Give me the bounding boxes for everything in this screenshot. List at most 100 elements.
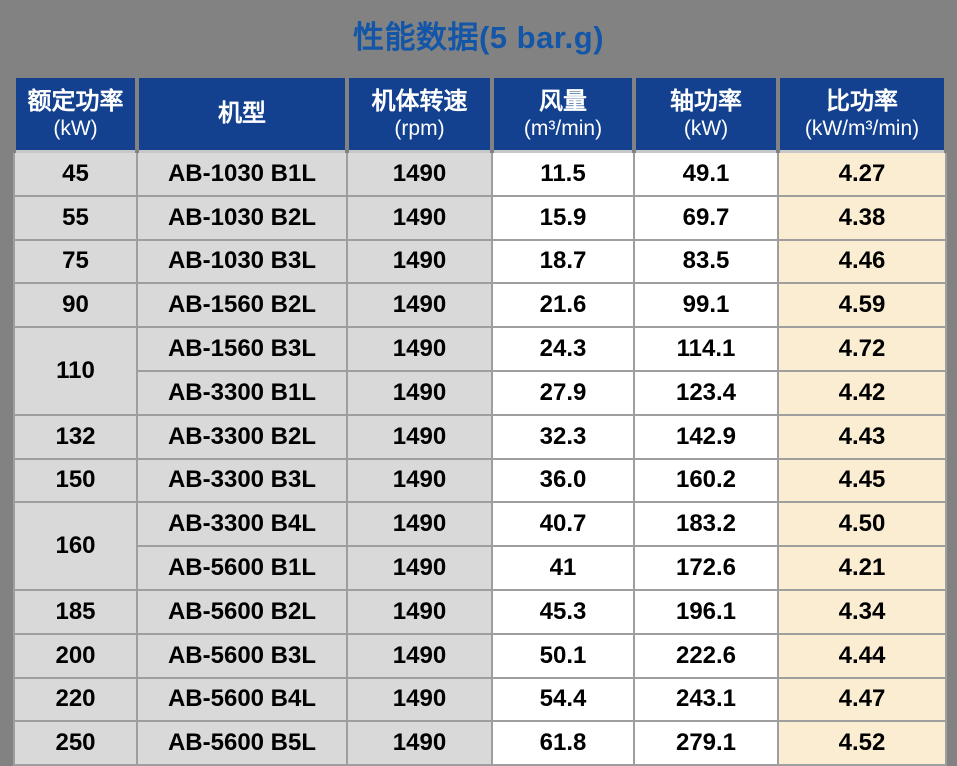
header-shaft-power-unit: (kW) <box>683 116 729 140</box>
header-flow-unit: (m³/min) <box>523 116 603 140</box>
table-row: AB-5600 B1L 1490 41 172.6 4.21 <box>14 545 947 591</box>
cell-flow: 11.5 <box>491 150 635 197</box>
cell-flow: 61.8 <box>491 720 635 766</box>
table-row: 90 AB-1560 B2L 1490 21.6 99.1 4.59 <box>13 282 947 329</box>
cell-rated-power: 132 <box>13 413 138 460</box>
cell-shaft-power: 222.6 <box>633 632 779 679</box>
performance-table: 额定功率 (kW) 机型 机体转速 (rpm) 风量 (m³/min) 轴功率 … <box>12 74 948 766</box>
cell-speed: 1490 <box>346 457 493 504</box>
cell-flow: 27.9 <box>491 369 635 416</box>
cell-model: AB-5600 B4L <box>136 676 348 723</box>
cell-speed: 1490 <box>346 720 493 766</box>
table-row: 110 AB-1560 B3L 1490 24.3 114.1 4.72 <box>13 326 947 416</box>
table-row: 250 AB-5600 B5L 1490 61.8 279.1 4.52 <box>13 720 947 766</box>
cell-specific-power: 4.50 <box>777 501 947 548</box>
cell-specific-power: 4.59 <box>777 282 947 329</box>
cell-rated-power: 185 <box>13 588 138 635</box>
cell-rated-power: 45 <box>13 150 138 197</box>
header-flow: 风量 (m³/min) <box>490 74 636 153</box>
header-flow-label: 风量 <box>539 88 587 116</box>
cell-shaft-power: 196.1 <box>633 588 779 635</box>
cell-rated-power: 160 <box>13 501 138 591</box>
cell-shaft-power: 123.4 <box>633 369 779 416</box>
cell-speed: 1490 <box>346 238 493 285</box>
cell-specific-power: 4.42 <box>777 369 947 416</box>
cell-specific-power: 4.72 <box>777 326 947 372</box>
cell-speed: 1490 <box>346 369 493 416</box>
cell-flow: 50.1 <box>491 632 635 679</box>
cell-model: AB-5600 B2L <box>136 588 348 635</box>
cell-speed: 1490 <box>346 501 493 548</box>
cell-rated-power: 150 <box>13 457 138 504</box>
cell-specific-power: 4.21 <box>777 545 947 591</box>
cell-model: AB-3300 B4L <box>136 501 348 548</box>
header-shaft-power-label: 轴功率 <box>670 88 742 116</box>
cell-rated-power: 110 <box>13 326 138 416</box>
cell-specific-power: 4.52 <box>777 720 947 766</box>
cell-model: AB-5600 B5L <box>136 720 348 766</box>
cell-model: AB-1030 B3L <box>136 238 348 285</box>
cell-model: AB-1030 B2L <box>136 194 348 241</box>
cell-speed: 1490 <box>346 326 493 372</box>
cell-flow: 32.3 <box>491 413 635 460</box>
cell-flow: 41 <box>491 545 635 591</box>
cell-model: AB-5600 B3L <box>136 632 348 679</box>
cell-specific-power: 4.43 <box>777 413 947 460</box>
cell-specific-power: 4.47 <box>777 676 947 723</box>
cell-shaft-power: 99.1 <box>633 282 779 329</box>
table-row: 55 AB-1030 B2L 1490 15.9 69.7 4.38 <box>13 194 947 241</box>
table-row: 75 AB-1030 B3L 1490 18.7 83.5 4.46 <box>13 238 947 285</box>
cell-flow: 40.7 <box>491 501 635 548</box>
table-body: 45 AB-1030 B1L 1490 11.5 49.1 4.27 55 AB-1030 B… <box>13 150 947 766</box>
table-row: 200 AB-5600 B3L 1490 50.1 222.6 4.44 <box>13 632 947 679</box>
header-speed-label: 机体转速 <box>371 88 468 116</box>
cell-model: AB-5600 B1L <box>136 545 348 591</box>
header-rated-power: 额定功率 (kW) <box>12 74 139 153</box>
header-specific-power-unit: (kW/m³/min) <box>804 116 920 140</box>
cell-model: AB-1560 B2L <box>136 282 348 329</box>
cell-flow: 45.3 <box>491 588 635 635</box>
cell-shaft-power: 69.7 <box>633 194 779 241</box>
table-row: 185 AB-5600 B2L 1490 45.3 196.1 4.34 <box>13 588 947 635</box>
table-row: 160 AB-3300 B4L 1490 40.7 183.2 4.50 <box>13 501 947 591</box>
cell-shaft-power: 183.2 <box>633 501 779 548</box>
table-header-row: 额定功率 (kW) 机型 机体转速 (rpm) 风量 (m³/min) 轴功率 … <box>12 74 948 153</box>
cell-speed: 1490 <box>346 413 493 460</box>
cell-flow: 21.6 <box>491 282 635 329</box>
table-row: 220 AB-5600 B4L 1490 54.4 243.1 4.47 <box>13 676 947 723</box>
cell-speed: 1490 <box>346 676 493 723</box>
cell-speed: 1490 <box>346 150 493 197</box>
cell-shaft-power: 49.1 <box>633 150 779 197</box>
cell-shaft-power: 160.2 <box>633 457 779 504</box>
header-speed-unit: (rpm) <box>394 116 445 140</box>
cell-model: AB-1560 B3L <box>136 326 348 372</box>
header-model-label: 机型 <box>218 99 266 127</box>
header-model: 机型 <box>135 74 349 153</box>
header-specific-power: 比功率 (kW/m³/min) <box>776 74 948 153</box>
cell-flow: 36.0 <box>491 457 635 504</box>
cell-speed: 1490 <box>346 632 493 679</box>
table-row: 132 AB-3300 B2L 1490 32.3 142.9 4.43 <box>13 413 947 460</box>
cell-model: AB-1030 B1L <box>136 150 348 197</box>
table-row: 45 AB-1030 B1L 1490 11.5 49.1 4.27 <box>13 150 947 197</box>
cell-specific-power: 4.38 <box>777 194 947 241</box>
table-row: 150 AB-3300 B3L 1490 36.0 160.2 4.45 <box>13 457 947 504</box>
page-title: 性能数据(5 bar.g) <box>352 20 605 55</box>
header-rated-power-unit: (kW) <box>53 116 98 140</box>
header-speed: 机体转速 (rpm) <box>345 74 494 153</box>
cell-flow: 15.9 <box>491 194 635 241</box>
cell-shaft-power: 243.1 <box>633 676 779 723</box>
cell-specific-power: 4.45 <box>777 457 947 504</box>
cell-rated-power: 90 <box>13 282 138 329</box>
cell-shaft-power: 114.1 <box>633 326 779 372</box>
cell-specific-power: 4.27 <box>777 150 947 197</box>
cell-rated-power: 220 <box>13 676 138 723</box>
cell-speed: 1490 <box>346 194 493 241</box>
cell-shaft-power: 83.5 <box>633 238 779 285</box>
cell-rated-power: 75 <box>13 238 138 285</box>
cell-speed: 1490 <box>346 282 493 329</box>
cell-speed: 1490 <box>346 588 493 635</box>
cell-flow: 24.3 <box>491 326 635 372</box>
cell-flow: 54.4 <box>491 676 635 723</box>
cell-rated-power: 55 <box>13 194 138 241</box>
